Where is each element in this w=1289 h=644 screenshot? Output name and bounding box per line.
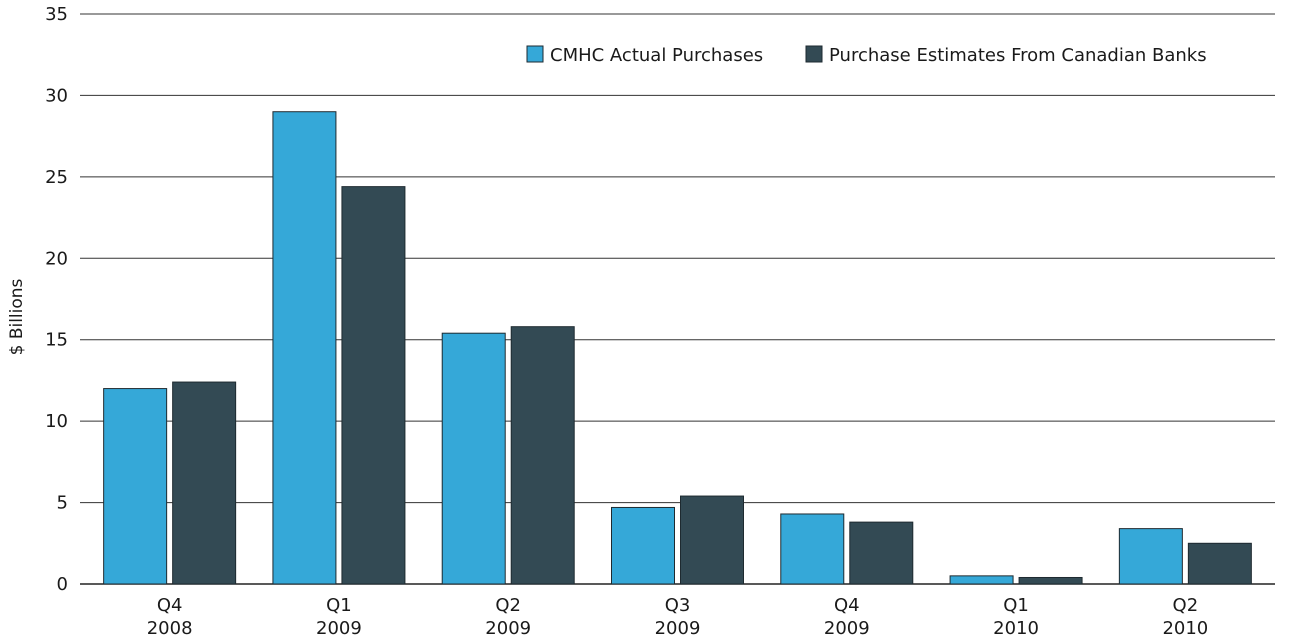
y-tick-label: 5 (57, 493, 68, 514)
x-category-year: 2010 (1162, 618, 1208, 639)
bar-bank-estimate (849, 521, 914, 585)
bar-cmhc-actual (272, 111, 337, 585)
bar-cmhc-actual (1118, 528, 1183, 585)
bar-bank-estimate (1187, 542, 1252, 585)
bar-cmhc-actual (611, 506, 675, 585)
x-axis-categories: Q42008Q12009Q22009Q32009Q42009Q12010Q220… (147, 595, 1209, 639)
x-category-year: 2009 (485, 618, 531, 639)
bar-bank-estimate (172, 381, 237, 585)
bars (103, 111, 1252, 585)
bar-bank-estimate (680, 495, 744, 585)
x-category-year: 2008 (147, 618, 193, 639)
legend-swatch (805, 45, 823, 63)
x-category-quarter: Q2 (495, 595, 521, 616)
y-tick-label: 30 (45, 85, 68, 106)
x-category-year: 2009 (824, 618, 870, 639)
x-category-quarter: Q4 (834, 595, 860, 616)
bar-bank-estimate (341, 186, 406, 585)
legend-swatch (526, 45, 544, 63)
legend: CMHC Actual Purchases Purchase Estimates … (526, 45, 1207, 66)
y-tick-label: 35 (45, 4, 68, 25)
legend-label: CMHC Actual Purchases (550, 45, 763, 66)
bar-cmhc-actual (780, 513, 845, 585)
legend-label: Purchase Estimates From Canadian Banks (829, 45, 1207, 66)
y-tick-label: 20 (45, 248, 68, 269)
y-tick-label: 10 (45, 411, 68, 432)
y-axis-label: $ Billions (7, 278, 27, 355)
x-category-quarter: Q3 (665, 595, 691, 616)
bar-cmhc-actual (949, 575, 1014, 585)
x-category-quarter: Q1 (1003, 595, 1029, 616)
x-category-quarter: Q1 (326, 595, 352, 616)
bar-cmhc-actual (441, 332, 506, 585)
y-tick-label: 0 (57, 574, 68, 595)
y-tick-label: 25 (45, 167, 68, 188)
bar-cmhc-actual (103, 388, 168, 585)
x-category-quarter: Q4 (157, 595, 183, 616)
x-category-year: 2009 (655, 618, 701, 639)
y-tick-label: 15 (45, 330, 68, 351)
x-category-quarter: Q2 (1173, 595, 1199, 616)
bar-bank-estimate (510, 326, 575, 585)
bar-bank-estimate (1018, 576, 1083, 585)
x-category-year: 2009 (316, 618, 362, 639)
gridlines (80, 13, 1275, 585)
y-axis-ticks: 0 5 10 15 20 25 30 35 (45, 4, 68, 595)
x-category-year: 2010 (993, 618, 1039, 639)
